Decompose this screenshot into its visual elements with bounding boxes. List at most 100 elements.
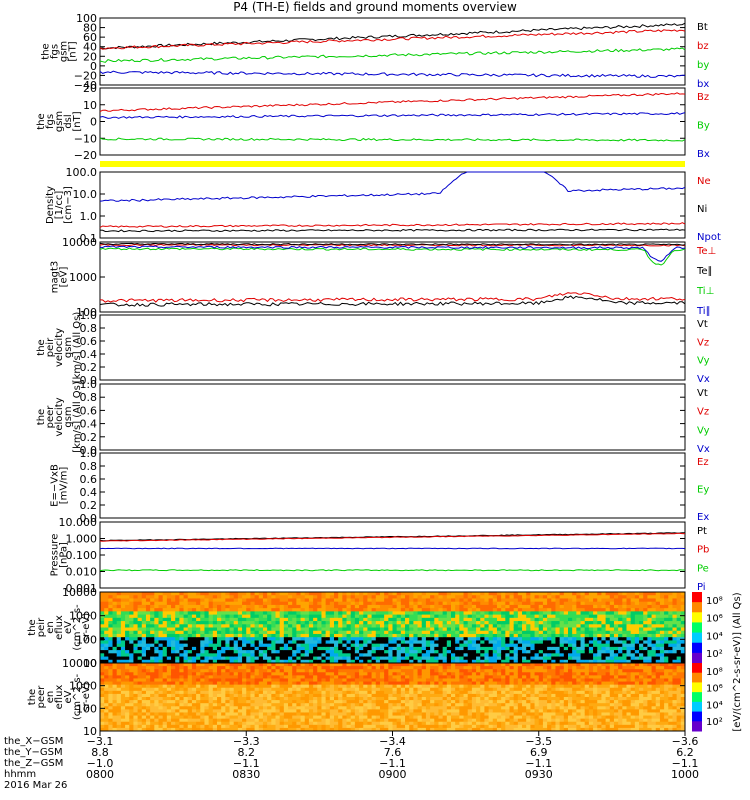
- peer_spectrogram-cell: [104, 675, 109, 679]
- peir_spectrogram-cell: [463, 640, 469, 645]
- peir_spectrogram-cell: [288, 617, 293, 622]
- peer_spectrogram-cell: [296, 690, 302, 695]
- peir_spectrogram-cell: [618, 601, 623, 606]
- peer_spectrogram-cell: [208, 675, 214, 679]
- peir_spectrogram-cell: [664, 643, 669, 648]
- peer_spectrogram-cell: [258, 675, 264, 679]
- peir_spectrogram-cell: [292, 617, 297, 622]
- peir_spectrogram-cell: [417, 650, 423, 654]
- peer_spectrogram-cell: [308, 687, 314, 692]
- peir_spectrogram-cell: [317, 659, 322, 664]
- peer_spectrogram-cell: [254, 690, 260, 695]
- peir_spectrogram-cell: [455, 630, 460, 635]
- peir_spectrogram-cell: [196, 659, 201, 664]
- peer_spectrogram-cell: [137, 715, 143, 720]
- peir_spectrogram-cell: [580, 643, 586, 648]
- peir_spectrogram-cell: [258, 595, 264, 599]
- peer_spectrogram-cell: [338, 727, 343, 732]
- peir_spectrogram-cell: [488, 643, 494, 648]
- peir_spectrogram-cell: [112, 643, 118, 648]
- peer_spectrogram-cell: [183, 715, 189, 720]
- peir_spectrogram-cell: [467, 598, 473, 603]
- peer_spectrogram-cell: [150, 697, 155, 701]
- peir_spectrogram-cell: [517, 633, 523, 638]
- peir_spectrogram-cell: [496, 598, 502, 603]
- legend-Vz: Vz: [697, 337, 709, 348]
- peer_spectrogram-cell: [187, 693, 193, 698]
- peir_spectrogram-cell: [363, 598, 368, 603]
- peer_spectrogram-cell: [371, 712, 377, 717]
- peir_spectrogram-cell: [162, 604, 168, 609]
- peer_spectrogram-cell: [363, 703, 368, 707]
- peer_spectrogram-cell: [396, 715, 402, 720]
- peer_spectrogram-cell: [145, 703, 151, 707]
- peer_spectrogram-cell: [158, 690, 164, 695]
- peir_spectrogram-cell: [334, 637, 339, 641]
- peir_spectrogram-cell: [262, 656, 268, 661]
- peir_spectrogram-cell: [242, 659, 247, 664]
- peer_spectrogram-cell: [346, 724, 352, 729]
- peir_spectrogram-cell: [421, 592, 427, 596]
- peer_spectrogram-cell: [217, 684, 222, 689]
- peir_spectrogram-cell: [513, 637, 519, 641]
- peir_spectrogram-cell: [183, 624, 189, 628]
- peer_spectrogram-cell: [317, 678, 322, 683]
- peir_spectrogram-cell: [275, 646, 281, 651]
- peer_spectrogram-cell: [308, 675, 314, 679]
- peer_spectrogram-cell: [388, 690, 393, 695]
- peer_spectrogram-cell: [267, 690, 272, 695]
- peir_spectrogram-cell: [141, 650, 147, 654]
- peir_spectrogram-cell: [438, 653, 444, 658]
- peer_spectrogram-cell: [363, 727, 368, 732]
- peer_spectrogram-cell: [183, 697, 189, 701]
- peir_spectrogram-cell: [476, 653, 481, 658]
- peir_spectrogram-cell: [568, 614, 573, 619]
- peer_spectrogram-cell: [384, 706, 389, 710]
- peir_spectrogram-cell: [425, 627, 431, 632]
- peir_spectrogram-cell: [329, 630, 335, 635]
- peir_spectrogram-cell: [258, 630, 264, 635]
- peir_spectrogram-cell: [354, 646, 360, 651]
- peir_spectrogram-cell: [262, 617, 268, 622]
- peer_spectrogram-cell: [409, 690, 414, 695]
- peir_spectrogram-cell: [129, 592, 134, 596]
- peir_spectrogram-cell: [212, 624, 218, 628]
- peir_spectrogram-cell: [451, 624, 456, 628]
- peir_spectrogram-cell: [204, 601, 210, 606]
- peir_spectrogram-cell: [329, 640, 335, 645]
- peer_spectrogram-cell: [258, 706, 264, 710]
- peir_spectrogram-cell: [100, 624, 105, 628]
- peir_spectrogram-cell: [187, 595, 193, 599]
- peer_spectrogram-cell: [267, 681, 272, 686]
- peir_spectrogram-cell: [145, 627, 151, 632]
- peir_spectrogram-cell: [413, 650, 419, 654]
- peir_spectrogram-cell: [162, 650, 168, 654]
- peer_spectrogram-cell: [379, 672, 385, 676]
- peer_spectrogram-cell: [329, 700, 335, 704]
- peir_spectrogram-cell: [125, 633, 130, 638]
- peer_spectrogram-cell: [196, 697, 201, 701]
- peir_spectrogram-cell: [154, 614, 159, 619]
- peer_spectrogram-cell: [166, 709, 172, 713]
- peir_spectrogram-cell: [212, 633, 218, 638]
- peir_spectrogram-cell: [618, 630, 623, 635]
- peir_spectrogram-cell: [371, 617, 377, 622]
- peer_spectrogram-cell: [354, 663, 360, 667]
- peir_spectrogram-cell: [505, 617, 510, 622]
- peir_spectrogram-cell: [137, 637, 143, 641]
- peir_spectrogram-cell: [342, 611, 348, 616]
- peir_spectrogram-cell: [338, 656, 343, 661]
- peir_spectrogram-cell: [379, 624, 385, 628]
- peer_spectrogram-cell: [229, 675, 235, 679]
- peer_spectrogram-cell: [409, 721, 414, 726]
- peir_spectrogram-cell: [304, 656, 310, 661]
- peir_spectrogram-cell: [313, 650, 318, 654]
- peir_spectrogram-cell: [639, 617, 644, 622]
- peer_spectrogram-cell: [400, 700, 406, 704]
- peer_spectrogram-cell: [125, 678, 130, 683]
- peir_spectrogram-cell: [145, 646, 151, 651]
- series-Ti∥: [99, 245, 686, 262]
- peir_spectrogram-cell: [463, 617, 469, 622]
- peir_spectrogram-cell: [116, 592, 122, 596]
- peir_spectrogram-cell: [421, 601, 427, 606]
